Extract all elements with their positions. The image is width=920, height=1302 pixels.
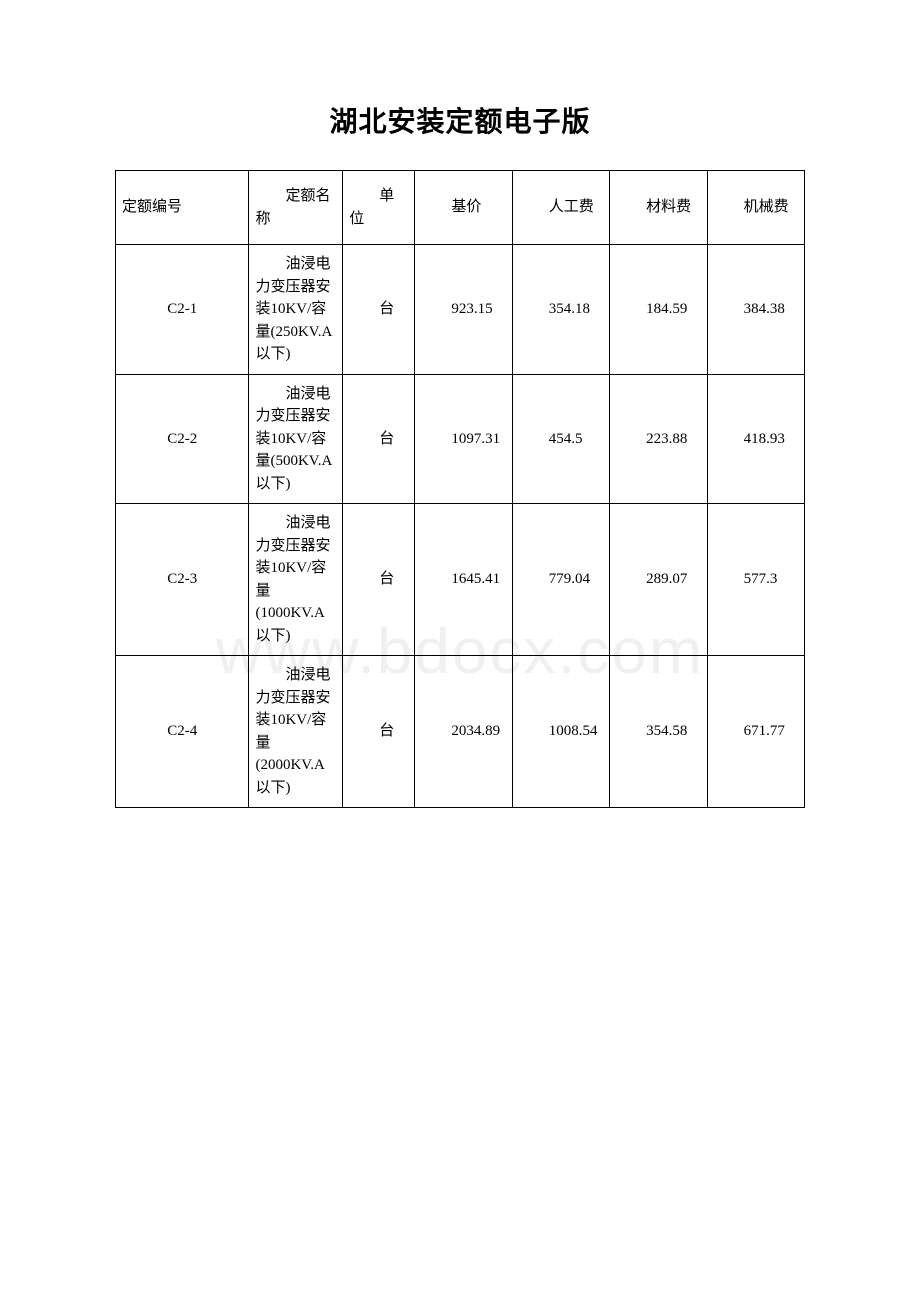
cell-name: 油浸电力变压器安装10KV/容量(250KV.A以下) [249,245,343,375]
cell-labor: 354.18 [512,245,609,375]
col-header-code: 定额编号 [116,171,249,245]
page-title: 湖北安装定额电子版 [115,100,805,140]
cell-machine: 671.77 [707,656,804,808]
cell-machine: 384.38 [707,245,804,375]
cell-baseprice: 1097.31 [415,374,512,504]
cell-material: 184.59 [610,245,707,375]
table-row: C2-2 油浸电力变压器安装10KV/容量(500KV.A以下) 台 1097.… [116,374,805,504]
cell-material: 289.07 [610,504,707,656]
cell-material: 354.58 [610,656,707,808]
cell-code: C2-2 [116,374,249,504]
cell-baseprice: 1645.41 [415,504,512,656]
cell-baseprice: 2034.89 [415,656,512,808]
cell-baseprice: 923.15 [415,245,512,375]
col-header-material: 材料费 [610,171,707,245]
cell-unit: 台 [343,504,415,656]
table-row: C2-3 油浸电力变压器安装10KV/容量(1000KV.A以下) 台 1645… [116,504,805,656]
col-header-name: 定额名称 [249,171,343,245]
col-header-labor: 人工费 [512,171,609,245]
table-row: C2-1 油浸电力变压器安装10KV/容量(250KV.A以下) 台 923.1… [116,245,805,375]
cell-code: C2-3 [116,504,249,656]
cell-unit: 台 [343,374,415,504]
table-header-row: 定额编号 定额名称 单位 基价 人工费 材料费 机械费 [116,171,805,245]
cell-labor: 454.5 [512,374,609,504]
cell-machine: 577.3 [707,504,804,656]
cell-code: C2-1 [116,245,249,375]
cell-labor: 779.04 [512,504,609,656]
col-header-machine: 机械费 [707,171,804,245]
cell-unit: 台 [343,656,415,808]
col-header-baseprice: 基价 [415,171,512,245]
cell-name: 油浸电力变压器安装10KV/容量(2000KV.A以下) [249,656,343,808]
cell-name: 油浸电力变压器安装10KV/容量(500KV.A以下) [249,374,343,504]
col-header-unit: 单位 [343,171,415,245]
cell-unit: 台 [343,245,415,375]
cell-name: 油浸电力变压器安装10KV/容量(1000KV.A以下) [249,504,343,656]
cell-material: 223.88 [610,374,707,504]
cell-machine: 418.93 [707,374,804,504]
quota-table: 定额编号 定额名称 单位 基价 人工费 材料费 机械费 C2-1 油浸电力变压器… [115,170,805,808]
table-row: C2-4 油浸电力变压器安装10KV/容量(2000KV.A以下) 台 2034… [116,656,805,808]
cell-labor: 1008.54 [512,656,609,808]
cell-code: C2-4 [116,656,249,808]
